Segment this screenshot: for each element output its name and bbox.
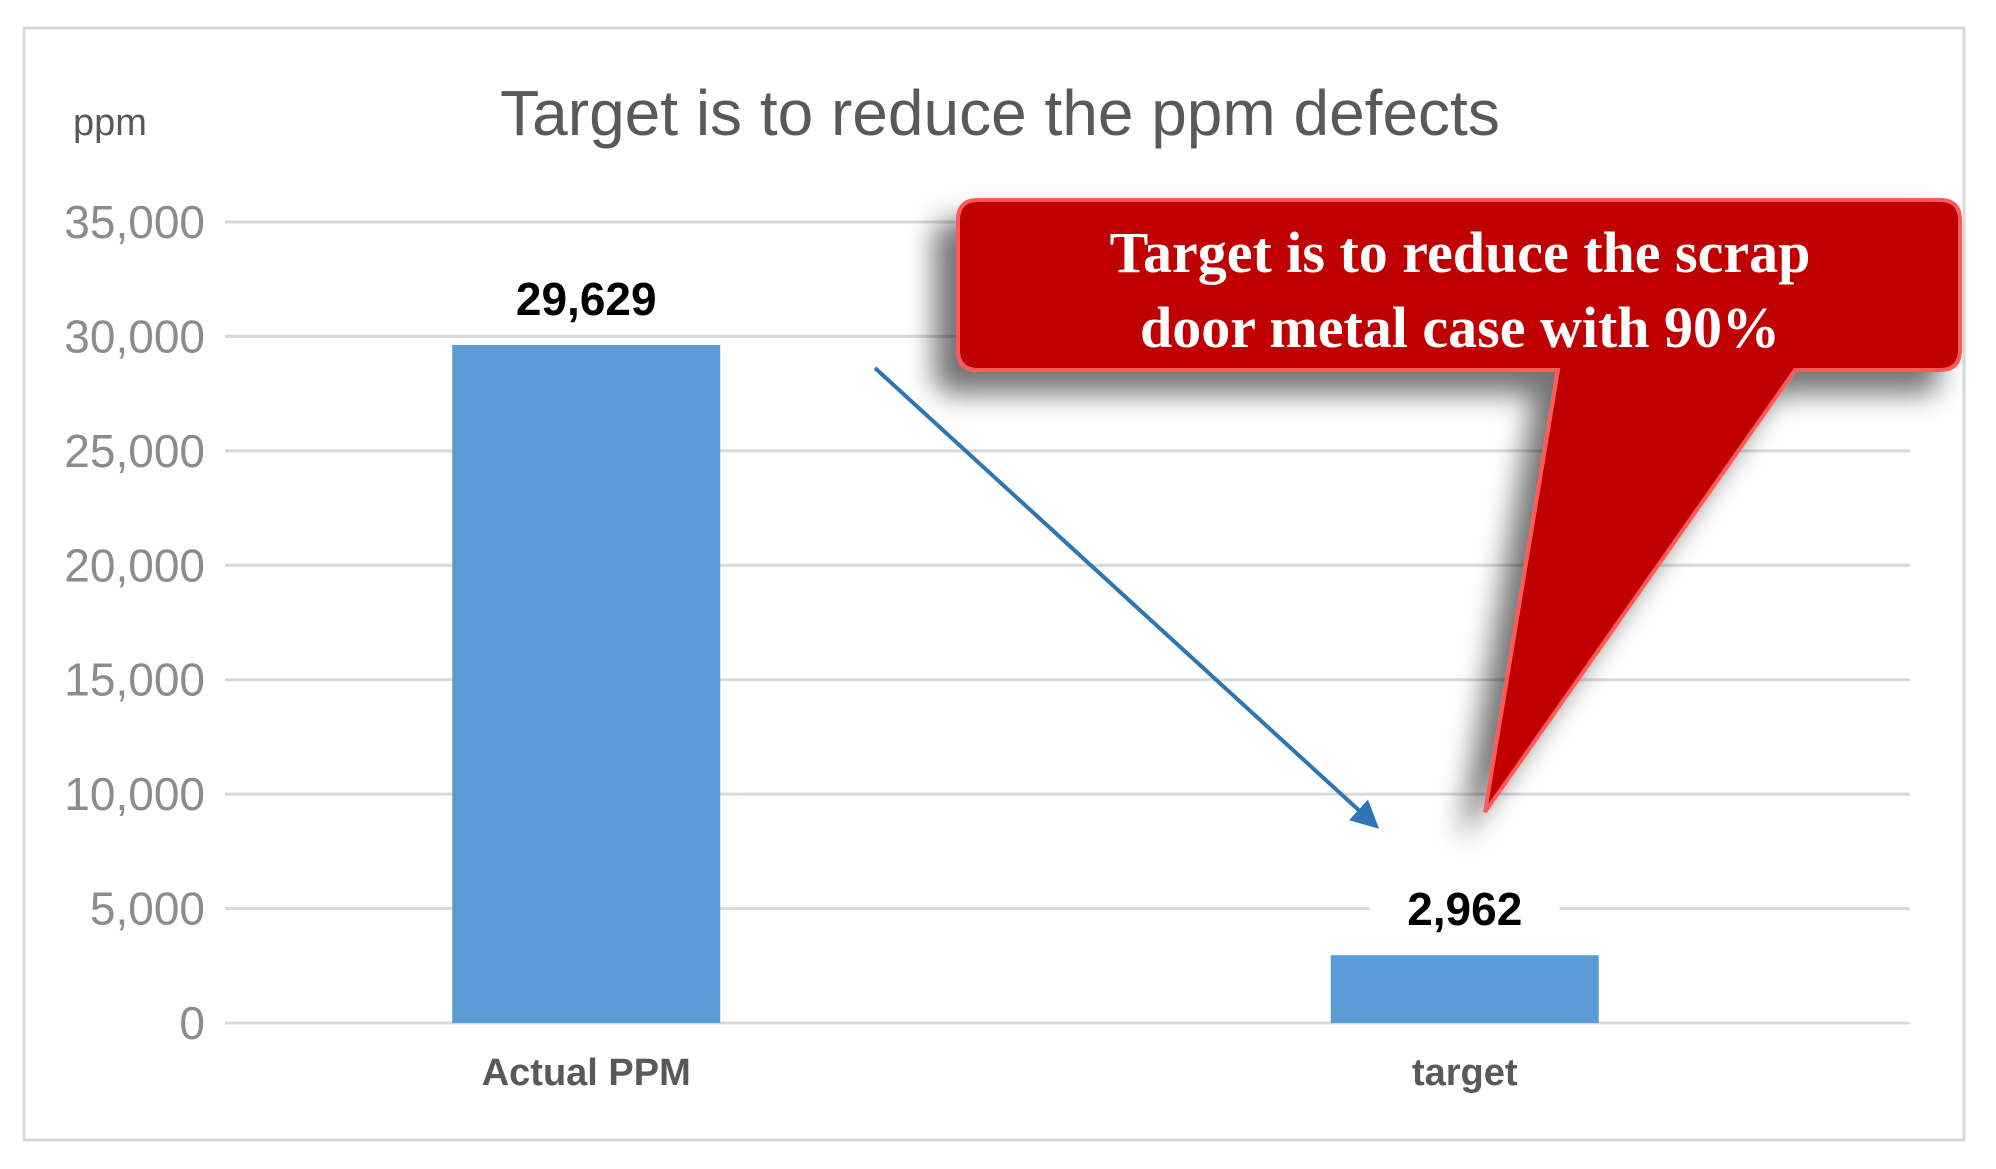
y-axis-ticks: 0 5,000 10,000 15,000 20,000 25,000 30,000 35,0… (64, 196, 205, 1049)
data-label-background (1369, 871, 1560, 944)
x-axis-labels: Actual PPM target (482, 1052, 1518, 1094)
y-tick-label: 15,000 (64, 654, 205, 706)
y-tick-label: 10,000 (64, 768, 205, 820)
data-label: 2,962 (1407, 883, 1522, 935)
y-tick-label: 35,000 (64, 196, 205, 248)
data-label-background (491, 260, 682, 333)
y-tick-label: 30,000 (64, 310, 205, 362)
y-tick-label: 20,000 (64, 539, 205, 591)
chart-frame (22, 26, 1966, 1142)
callout-bubble (956, 198, 1962, 814)
callout-line-2: door metal case with 90% (1140, 295, 1780, 360)
reduction-arrow (873, 366, 1380, 829)
x-category-label: Actual PPM (482, 1052, 691, 1094)
y-tick-label: 25,000 (64, 425, 205, 477)
x-category-label: target (1412, 1052, 1518, 1094)
bar-2 (1330, 955, 1599, 1023)
bar-1 (452, 344, 721, 1023)
y-tick-label: 5,000 (90, 883, 205, 935)
bars (452, 344, 1599, 1023)
data-labels: 29,629 2,962 (491, 260, 1560, 944)
y-axis-unit-label: ppm (73, 102, 147, 144)
callout: Target is to reduce the scrap door metal… (956, 198, 1962, 814)
y-tick-label: 0 (179, 997, 205, 1049)
chart-title: Target is to reduce the ppm defects (500, 77, 1500, 149)
callout-line-1: Target is to reduce the scrap (1110, 220, 1811, 285)
data-label: 29,629 (516, 273, 657, 325)
